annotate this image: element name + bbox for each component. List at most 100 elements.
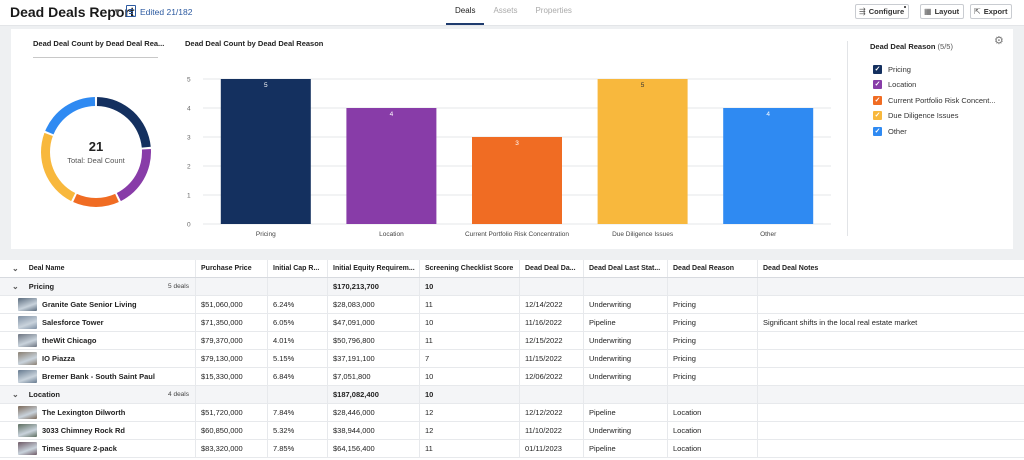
table-row[interactable]: theWit Chicago $79,370,000 4.01% $50,796,80…	[0, 332, 1024, 350]
property-thumbnail	[18, 370, 37, 383]
initial-cap-rate: 4.01%	[268, 332, 328, 349]
bar-other[interactable]	[723, 108, 814, 224]
empty-cell	[668, 278, 758, 295]
tab-deals[interactable]: Deals	[446, 0, 485, 25]
top-bar: Dead Deals Report ▼ Edited 21/182 Deals …	[0, 0, 1024, 26]
document-edit-icon[interactable]	[126, 5, 136, 17]
screening-score: 7	[420, 350, 520, 367]
donut-slice-location[interactable]	[116, 148, 151, 202]
property-thumbnail	[18, 442, 37, 455]
legend-item-other[interactable]: ✓ Other	[873, 125, 907, 137]
column-header[interactable]: Initial Cap R...	[268, 260, 328, 277]
table-row[interactable]: Times Square 2-pack $83,320,000 7.85% $64,1…	[0, 440, 1024, 458]
deal-name[interactable]: theWit Chicago	[0, 332, 196, 349]
dead-deal-date: 12/15/2022	[520, 332, 584, 349]
legend-item-pricing[interactable]: ✓ Pricing	[873, 63, 911, 75]
legend-item-due-diligence-issues[interactable]: ✓ Due Diligence Issues	[873, 110, 958, 122]
dead-deal-reason: Pricing	[668, 368, 758, 385]
bar-value-label: 3	[515, 140, 519, 147]
deal-name[interactable]: Times Square 2-pack	[0, 440, 196, 457]
bar-value-label: 4	[766, 111, 770, 118]
x-tick-label: Pricing	[256, 231, 276, 238]
group-row-location[interactable]: ⌄ Location 4 deals $187,082,400 10	[0, 386, 1024, 404]
cell-cap-rate	[268, 278, 328, 295]
purchase-price: $79,130,000	[196, 350, 268, 367]
checkbox-checked-icon[interactable]: ✓	[873, 126, 882, 136]
tab-properties[interactable]: Properties	[535, 6, 572, 15]
group-chevron-icon[interactable]: ⌄	[12, 390, 19, 399]
donut-slice-other[interactable]	[45, 97, 96, 135]
donut-slice-current-portfolio-risk-concentration[interactable]	[73, 193, 119, 207]
dead-deal-reason: Location	[668, 422, 758, 439]
column-header[interactable]: ⌄ Deal Name	[0, 260, 196, 277]
empty-cell	[584, 278, 668, 295]
collapse-all-chevron-icon[interactable]: ⌄	[12, 264, 19, 273]
group-equity-total: $187,082,400	[328, 386, 420, 403]
dead-deal-last-status: Underwriting	[584, 422, 668, 439]
column-header[interactable]: Dead Deal Reason	[668, 260, 758, 277]
group-deal-count: 5 deals	[168, 283, 189, 290]
y-tick-label: 5	[187, 77, 191, 84]
table-header-row: ⌄ Deal Name Purchase Price Initial Cap R...…	[0, 260, 1024, 278]
unsaved-dot	[904, 6, 907, 8]
table-row[interactable]: The Lexington Dilworth $51,720,000 7.84% $2…	[0, 404, 1024, 422]
initial-equity-requirement: $50,796,800	[328, 332, 420, 349]
layout-label: Layout	[934, 7, 960, 16]
table-row[interactable]: 3033 Chimney Rock Rd $60,850,000 5.32% $38,…	[0, 422, 1024, 440]
checkbox-checked-icon[interactable]: ✓	[873, 111, 882, 120]
group-name: ⌄ Location 4 deals	[0, 386, 196, 403]
checkbox-checked-icon[interactable]: ✓	[873, 64, 882, 74]
deal-name[interactable]: Granite Gate Senior Living	[0, 296, 196, 313]
checkbox-checked-icon[interactable]: ✓	[873, 95, 882, 105]
deal-name[interactable]: 3033 Chimney Rock Rd	[0, 422, 196, 439]
view-tabs: Deals Assets Properties	[446, 0, 581, 26]
purchase-price: $71,350,000	[196, 314, 268, 331]
bar-location[interactable]	[346, 108, 437, 224]
bar-current-portfolio-risk-concentration[interactable]	[472, 137, 562, 224]
gear-icon[interactable]: ⚙	[994, 35, 1004, 47]
bar-pricing[interactable]	[220, 79, 311, 224]
group-row-pricing[interactable]: ⌄ Pricing 5 deals $170,213,700 10	[0, 278, 1024, 296]
dead-deal-notes	[758, 404, 1024, 421]
donut-chart[interactable]	[37, 93, 155, 211]
column-header[interactable]: Dead Deal Da...	[520, 260, 584, 277]
group-deal-count: 4 deals	[168, 391, 189, 398]
deal-name[interactable]: The Lexington Dilworth	[0, 404, 196, 421]
bar-value-label: 5	[641, 82, 645, 89]
configure-button[interactable]: ⇶ Configure	[855, 4, 910, 19]
deal-name[interactable]: Salesforce Tower	[0, 314, 196, 331]
cell-purchase-price	[196, 278, 268, 295]
export-button[interactable]: ⇱ Export	[970, 4, 1013, 19]
legend-item-current-portfolio-risk-concent-[interactable]: ✓ Current Portfolio Risk Concent...	[873, 94, 996, 106]
initial-cap-rate: 7.85%	[268, 440, 328, 457]
column-header[interactable]: Dead Deal Notes	[763, 265, 819, 272]
edited-count-link[interactable]: Edited 21/182	[140, 7, 193, 17]
deal-name[interactable]: Bremer Bank - South Saint Paul	[0, 368, 196, 385]
column-header[interactable]: Screening Checklist Score	[420, 260, 520, 277]
legend-item-location[interactable]: ✓ Location	[873, 79, 916, 91]
layout-button[interactable]: ▦ Layout	[920, 4, 965, 19]
donut-slice-pricing[interactable]	[96, 97, 151, 148]
table-row[interactable]: IO Piazza $79,130,000 5.15% $37,191,100 7 11/…	[0, 350, 1024, 368]
bar-value-label: 5	[264, 82, 268, 89]
dead-deal-date: 01/11/2023	[520, 440, 584, 457]
title-menu-chevron-icon[interactable]: ▼	[113, 7, 121, 16]
table-row[interactable]: Salesforce Tower $71,350,000 6.05% $47,091,…	[0, 314, 1024, 332]
table-row[interactable]: Bremer Bank - South Saint Paul $15,330,00…	[0, 368, 1024, 386]
y-tick-label: 3	[187, 135, 191, 142]
dead-deal-reason: Location	[668, 440, 758, 457]
dead-deal-notes	[758, 368, 1024, 385]
bar-chart[interactable]: 0 1 2 3 4 5 5 Pricing 4 Location 3 Current Portfoli…	[181, 67, 831, 242]
column-header[interactable]: Dead Deal Last Stat...	[584, 260, 668, 277]
donut-slice-due-diligence-issues[interactable]	[40, 132, 76, 202]
y-tick-label: 0	[187, 222, 191, 229]
group-chevron-icon[interactable]: ⌄	[12, 282, 19, 291]
column-header[interactable]: Initial Equity Requirem...	[328, 260, 420, 277]
checkbox-checked-icon[interactable]: ✓	[873, 80, 882, 89]
bar-due-diligence-issues[interactable]	[597, 79, 688, 224]
tab-assets[interactable]: Assets	[493, 6, 518, 15]
legend-divider	[847, 41, 848, 236]
column-header[interactable]: Purchase Price	[196, 260, 268, 277]
table-row[interactable]: Granite Gate Senior Living $51,060,000 6.2…	[0, 296, 1024, 314]
deal-name[interactable]: IO Piazza	[0, 350, 196, 367]
